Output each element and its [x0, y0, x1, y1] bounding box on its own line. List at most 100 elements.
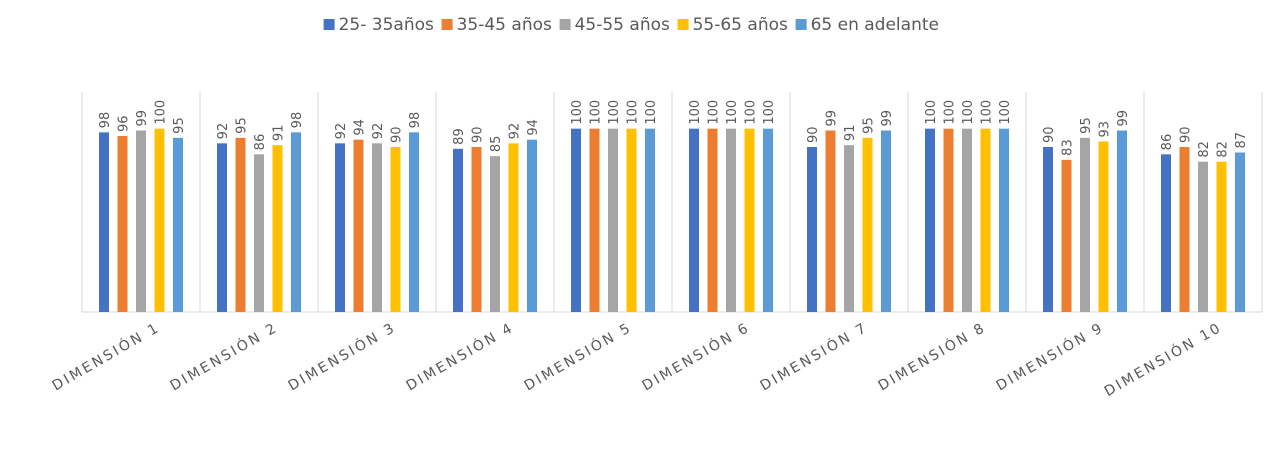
- data-label: 94: [526, 119, 541, 136]
- bar: [571, 128, 581, 312]
- data-label: 92: [216, 123, 231, 140]
- x-tick-label: DIMENSIÓN 8: [875, 318, 989, 394]
- data-label: 93: [1098, 121, 1113, 138]
- data-label: 99: [825, 110, 840, 127]
- bar: [272, 145, 283, 312]
- bar: [1161, 154, 1171, 312]
- data-label: 94: [353, 119, 368, 136]
- bar: [825, 130, 836, 312]
- data-label: 100: [924, 100, 939, 125]
- data-label: 90: [806, 126, 821, 143]
- bar: [99, 132, 109, 312]
- bar: [962, 128, 972, 312]
- bar: [390, 147, 401, 312]
- bar: [1043, 147, 1053, 312]
- bar: [925, 128, 935, 312]
- data-label: 100: [154, 100, 169, 125]
- data-label: 86: [253, 134, 268, 151]
- bar: [117, 136, 128, 312]
- legend-swatch: [441, 19, 453, 30]
- data-label: 90: [390, 126, 405, 143]
- bar: [689, 128, 699, 312]
- data-label: 85: [489, 136, 504, 153]
- data-label: 100: [570, 100, 585, 125]
- legend-label: 45-55 años: [575, 15, 670, 35]
- data-label: 82: [1197, 141, 1212, 158]
- bar: [372, 143, 382, 312]
- bar: [154, 128, 165, 312]
- bar: [707, 128, 718, 312]
- data-label: 83: [1061, 139, 1076, 156]
- bar: [471, 147, 482, 312]
- bar: [254, 154, 264, 312]
- bar: [1235, 152, 1245, 312]
- legend-swatch: [677, 19, 689, 30]
- x-tick-label: DIMENSIÓN 2: [167, 318, 281, 394]
- bar: [999, 128, 1009, 312]
- data-label: 90: [1179, 126, 1194, 143]
- data-label: 100: [980, 100, 995, 125]
- data-label: 100: [998, 100, 1013, 125]
- legend-swatch: [323, 19, 335, 30]
- legend-swatch: [559, 19, 571, 30]
- bar: [608, 128, 618, 312]
- bar: [626, 128, 637, 312]
- bar: [527, 139, 537, 312]
- data-label: 90: [471, 126, 486, 143]
- x-tick-label: DIMENSIÓN 9: [993, 318, 1107, 394]
- data-label: 82: [1216, 141, 1231, 158]
- data-label: 98: [290, 112, 305, 129]
- bar: [353, 139, 364, 312]
- x-tick-label: DIMENSIÓN 5: [521, 318, 635, 394]
- bar: [235, 137, 246, 312]
- data-label: 95: [172, 117, 187, 134]
- bar: [862, 137, 873, 312]
- data-label: 90: [1042, 126, 1057, 143]
- bar: [1216, 161, 1227, 312]
- data-label: 100: [688, 100, 703, 125]
- legend-label: 35-45 años: [457, 15, 552, 35]
- bar: [589, 128, 600, 312]
- bar: [980, 128, 991, 312]
- bar: [335, 143, 345, 312]
- bar: [409, 132, 419, 312]
- data-label: 92: [371, 123, 386, 140]
- data-label: 95: [862, 117, 877, 134]
- bar: [490, 156, 500, 312]
- data-label: 100: [961, 100, 976, 125]
- data-label: 99: [880, 110, 895, 127]
- bar: [1061, 159, 1072, 312]
- bar: [943, 128, 954, 312]
- data-label: 89: [452, 128, 467, 145]
- data-label: 86: [1160, 134, 1175, 151]
- legend-label: 25- 35años: [339, 15, 434, 35]
- data-label: 87: [1234, 132, 1249, 149]
- bar: [1080, 137, 1090, 312]
- data-label: 98: [408, 112, 423, 129]
- data-label: 98: [98, 112, 113, 129]
- bar: [291, 132, 301, 312]
- x-tick-label: DIMENSIÓN 7: [757, 318, 871, 394]
- data-label: 100: [607, 100, 622, 125]
- bar: [1179, 147, 1190, 312]
- legend-label: 65 en adelante: [811, 15, 939, 35]
- bar: [844, 145, 854, 312]
- data-label: 99: [1116, 110, 1131, 127]
- data-label: 92: [334, 123, 349, 140]
- bar: [1117, 130, 1127, 312]
- bar: [726, 128, 736, 312]
- bar: [881, 130, 891, 312]
- legend-label: 55-65 años: [693, 15, 788, 35]
- data-label: 100: [644, 100, 659, 125]
- data-label: 95: [235, 117, 250, 134]
- data-label: 100: [744, 100, 759, 125]
- legend-swatch: [795, 19, 807, 30]
- x-tick-label: DIMENSIÓN 3: [285, 318, 399, 394]
- bar: [763, 128, 773, 312]
- data-label: 100: [707, 100, 722, 125]
- data-label: 100: [626, 100, 641, 125]
- bar: [173, 137, 183, 312]
- data-label: 100: [725, 100, 740, 125]
- x-tick-label: DIMENSIÓN 1: [49, 318, 163, 394]
